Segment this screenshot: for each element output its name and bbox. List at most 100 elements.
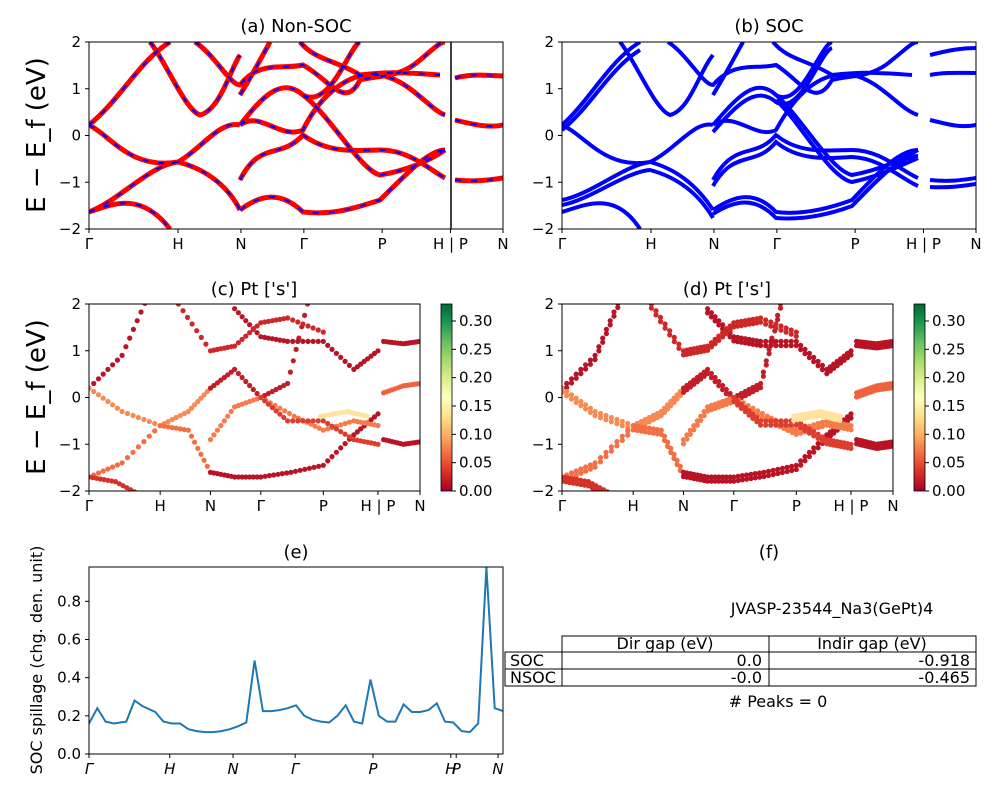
colorbar-label: 0.30 <box>932 312 965 330</box>
band-dot <box>815 420 821 427</box>
band-dot <box>783 418 789 424</box>
band-line-blue <box>89 42 503 229</box>
band-dot <box>275 471 281 477</box>
band-dot <box>705 371 711 377</box>
band-dot <box>141 416 147 423</box>
band-dot <box>608 444 615 450</box>
band-dot <box>346 419 352 425</box>
band-dot <box>848 445 854 451</box>
band-dot <box>848 423 854 429</box>
band-dot <box>778 338 784 344</box>
band-dot <box>311 464 317 470</box>
band-dot <box>232 474 238 480</box>
band-dot <box>204 388 210 395</box>
kpoint-label: H | P <box>361 497 396 515</box>
band-dot <box>603 331 610 337</box>
band-dot <box>738 339 745 345</box>
band-dot <box>671 334 677 340</box>
band-dot <box>788 343 794 349</box>
band-dot <box>671 339 677 345</box>
band-dot <box>788 331 794 337</box>
band-dot <box>184 314 191 320</box>
band-dot <box>815 363 821 369</box>
panel-b-title: (b) SOC <box>734 16 803 37</box>
band-dot <box>128 487 134 491</box>
band-dot <box>346 362 352 368</box>
band-dot <box>119 352 125 358</box>
band-dot <box>291 413 297 419</box>
band-dot <box>848 348 854 354</box>
band-dot <box>135 444 141 450</box>
band-dot <box>758 418 764 424</box>
band-dot <box>648 305 655 311</box>
kpoint-label: H | P <box>906 235 941 253</box>
band-dot <box>720 474 726 480</box>
band-dot <box>218 423 224 429</box>
band-dot <box>587 361 594 367</box>
band-dot <box>185 408 191 415</box>
band-dot <box>761 473 767 480</box>
band-dot <box>763 362 769 368</box>
band-dot <box>763 418 769 424</box>
kpoint-label: H <box>445 760 456 778</box>
band-dot <box>763 321 769 327</box>
band-dot <box>671 451 677 457</box>
ytick-label: 0 <box>544 389 554 407</box>
band-dot <box>705 310 711 316</box>
band-dot <box>300 321 306 327</box>
band-dot <box>750 337 756 343</box>
band-dot <box>201 457 207 463</box>
band-dot <box>650 412 656 419</box>
band-dot <box>306 465 312 471</box>
ytick-label: 0.6 <box>57 631 81 649</box>
kpoint-label: N <box>970 235 981 253</box>
band-dot <box>247 474 253 480</box>
band-dot <box>802 423 808 429</box>
band-dot <box>720 322 726 328</box>
panel-f: JVASP-23544_Na3(GePt)4 Dir gap (eV) Indi… <box>504 599 977 711</box>
band-dot <box>789 467 795 474</box>
band-dot <box>775 466 781 472</box>
band-dot <box>100 371 106 377</box>
band-dot <box>89 385 92 391</box>
band-dot <box>650 430 656 436</box>
band-dot <box>778 327 784 333</box>
band-dot <box>778 422 784 428</box>
band-dot <box>320 338 326 344</box>
ytick-label: 1 <box>71 80 81 98</box>
kpoint-label: H <box>172 235 183 253</box>
band-dot <box>723 474 729 480</box>
peaks-count: # Peaks = 0 <box>729 692 828 711</box>
band-dot <box>720 478 726 484</box>
band-dot <box>815 435 821 441</box>
band-dot <box>290 338 296 344</box>
band-dot <box>708 478 715 484</box>
band-dot <box>177 426 183 432</box>
band-dot <box>573 472 579 478</box>
band-dot <box>583 468 589 474</box>
band-dot <box>375 441 381 447</box>
band-dot <box>254 390 260 397</box>
band-dot <box>831 365 837 371</box>
band-dot <box>716 337 722 343</box>
band-dot <box>342 358 348 364</box>
panel-c-colorbar <box>440 303 453 492</box>
band-dot <box>727 327 733 333</box>
band-dot <box>608 448 615 454</box>
band-dot <box>642 416 648 423</box>
band-dot <box>764 413 770 419</box>
band-dot <box>811 354 817 360</box>
band-dot <box>564 380 570 387</box>
kpoint-label: Γ <box>85 760 95 778</box>
band-dot <box>417 338 420 344</box>
band-dot <box>638 418 644 425</box>
band-dot <box>763 343 769 349</box>
band-dot <box>766 351 772 357</box>
band-dot <box>657 314 664 320</box>
band-dot <box>811 449 817 455</box>
band-dot <box>573 395 579 401</box>
ytick-label: 0.0 <box>57 745 81 763</box>
band-dot <box>221 418 227 424</box>
panel-e-title: (e) <box>283 542 308 563</box>
band-dot <box>358 361 364 367</box>
